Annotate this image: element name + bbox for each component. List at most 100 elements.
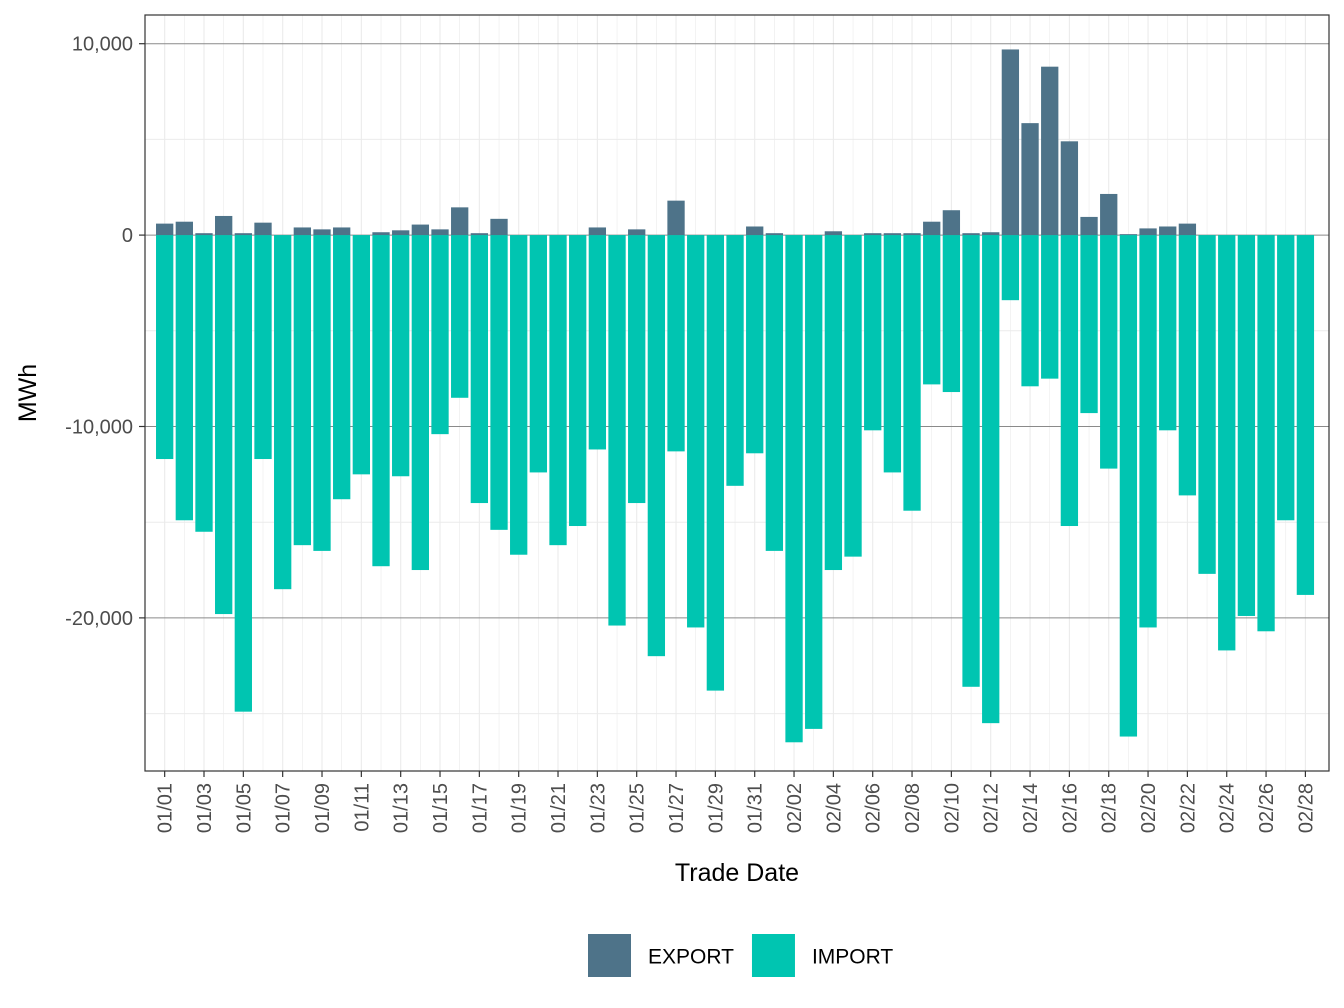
bar-import-01-31 [746, 235, 764, 454]
x-tick-label: 01/05 [233, 783, 255, 833]
bar-import-01-08 [293, 235, 311, 546]
plot-panel-border [144, 14, 1330, 772]
bar-export-02-14 [1021, 123, 1039, 236]
bar-import-01-07 [274, 235, 292, 590]
bar-export-02-08 [903, 233, 921, 236]
bar-import-02-22 [1178, 235, 1197, 496]
bar-export-02-15 [1041, 66, 1059, 236]
bar-export-01-12 [372, 232, 390, 236]
x-tick-label: 02/28 [1295, 783, 1317, 833]
x-tick-label: 01/07 [273, 783, 295, 833]
bar-export-02-07 [883, 233, 902, 236]
bar-import-01-01 [156, 235, 174, 460]
x-tick-label: 01/11 [351, 783, 373, 832]
bar-import-02-18 [1100, 235, 1118, 469]
bar-export-02-22 [1178, 223, 1197, 236]
bar-import-01-06 [254, 235, 272, 460]
x-tick-label: 01/09 [312, 783, 334, 833]
bar-import-01-13 [392, 235, 410, 477]
x-tick-label: 02/04 [823, 783, 845, 833]
bar-import-02-16 [1060, 235, 1079, 527]
bar-export-02-12 [982, 232, 1000, 236]
bar-import-02-05 [844, 235, 862, 557]
x-tick-label: 01/01 [155, 783, 177, 833]
bar-export-02-04 [824, 231, 843, 236]
x-tick-label: 01/21 [548, 783, 570, 833]
x-tick-label: 02/16 [1059, 783, 1081, 833]
bar-import-01-15 [431, 235, 449, 435]
bar-import-01-29 [706, 235, 725, 691]
bar-export-02-01 [765, 233, 784, 236]
bars [156, 49, 1315, 743]
x-axis-title: Trade Date [675, 859, 799, 887]
x-tick-label: 01/31 [745, 783, 767, 833]
bar-import-02-19 [1119, 235, 1138, 737]
bar-export-01-03 [195, 233, 213, 236]
x-tick-label: 01/13 [391, 783, 413, 833]
bar-import-01-12 [372, 235, 390, 567]
x-tick-label: 02/14 [1020, 783, 1042, 833]
x-tick-label: 02/22 [1177, 783, 1199, 833]
bar-import-02-24 [1218, 235, 1236, 651]
x-tick-label: 02/18 [1099, 783, 1121, 833]
bar-import-02-04 [824, 235, 843, 571]
bar-import-01-21 [549, 235, 567, 546]
legend-key-import [751, 934, 795, 977]
bar-export-01-14 [411, 224, 430, 236]
x-tick-label: 02/26 [1256, 783, 1278, 833]
bar-import-01-10 [333, 235, 351, 500]
x-tick-label: 01/27 [666, 783, 688, 833]
bar-export-02-18 [1100, 193, 1118, 236]
bar-import-01-24 [608, 235, 626, 626]
bar-import-01-27 [667, 235, 685, 452]
bar-import-01-11 [352, 235, 370, 475]
bar-import-02-25 [1237, 235, 1256, 616]
bar-import-01-17 [470, 235, 489, 504]
bar-import-02-06 [864, 235, 882, 431]
legend-label-import: IMPORT [812, 946, 893, 969]
bar-export-02-17 [1080, 216, 1098, 236]
bar-export-01-23 [588, 227, 607, 236]
bar-import-02-11 [962, 235, 980, 687]
x-tick-label: 02/02 [784, 783, 806, 833]
y-tick-label: 0 [122, 225, 133, 247]
bar-import-01-22 [569, 235, 587, 527]
bar-export-02-09 [923, 221, 941, 236]
bar-import-01-30 [726, 235, 744, 486]
x-tick-label: 01/29 [705, 783, 727, 833]
x-tick-label: 02/12 [981, 783, 1003, 833]
x-tick-label: 02/06 [863, 783, 885, 833]
bar-import-02-23 [1198, 235, 1216, 574]
bar-import-02-14 [1021, 235, 1039, 387]
bar-export-01-18 [490, 218, 508, 236]
bar-import-02-17 [1080, 235, 1098, 414]
bar-import-01-16 [451, 235, 469, 398]
legend-key-export [588, 934, 631, 977]
bar-export-02-13 [1001, 49, 1020, 236]
bar-import-02-26 [1257, 235, 1275, 632]
bar-import-02-28 [1296, 235, 1315, 595]
bar-import-01-04 [215, 235, 233, 615]
bar-import-02-20 [1139, 235, 1157, 628]
bar-export-01-13 [392, 230, 410, 236]
bar-import-02-13 [1001, 235, 1020, 301]
bar-import-01-23 [588, 235, 607, 450]
bar-import-02-03 [805, 235, 823, 729]
bar-export-02-21 [1159, 226, 1177, 236]
bar-export-01-04 [215, 215, 233, 236]
y-tick-label: -10,000 [65, 416, 133, 438]
bar-import-02-02 [785, 235, 803, 743]
x-tick-label: 02/08 [902, 783, 924, 833]
x-tick-label: 01/15 [430, 783, 452, 833]
bar-export-01-27 [667, 200, 685, 236]
bar-export-01-02 [175, 221, 193, 236]
x-tick-label: 01/17 [469, 783, 491, 833]
bar-export-01-25 [628, 229, 646, 236]
bar-import-01-18 [490, 235, 508, 530]
bar-import-01-03 [195, 235, 213, 532]
y-axis: 10,000 0 -10,000 -20,000 [65, 34, 145, 630]
bar-export-02-10 [942, 210, 961, 236]
x-axis: 01/01 01/03 01/05 01/07 01/09 01/11 01/13 01/15… [155, 771, 1317, 833]
bar-export-01-31 [746, 226, 764, 236]
